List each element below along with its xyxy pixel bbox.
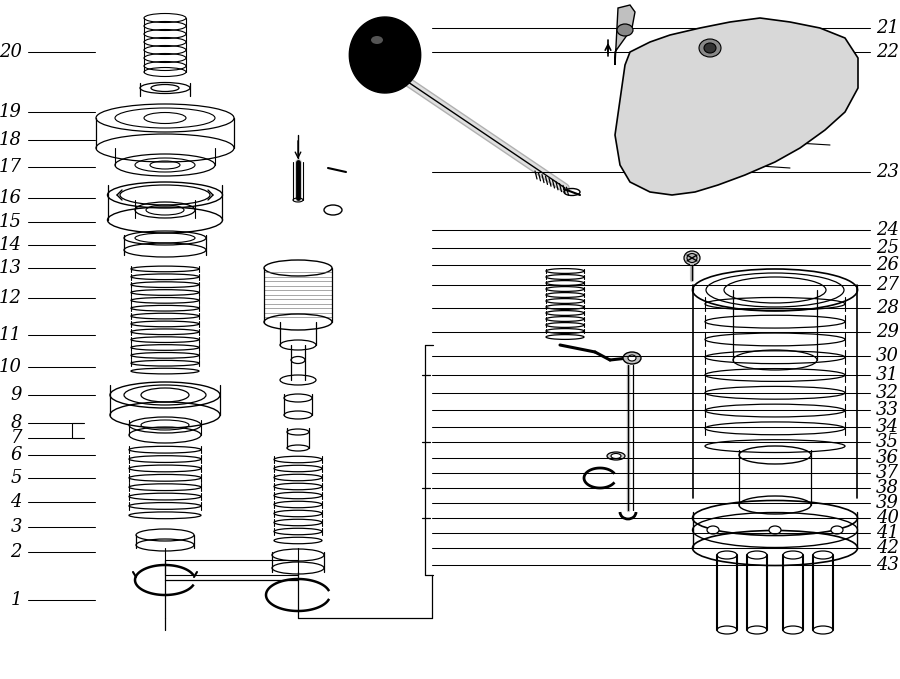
- Text: 42: 42: [876, 539, 899, 557]
- Text: 5: 5: [11, 469, 22, 487]
- Text: 32: 32: [876, 384, 899, 402]
- Ellipse shape: [684, 251, 700, 265]
- Text: 9: 9: [11, 386, 22, 404]
- Text: 40: 40: [876, 509, 899, 527]
- Text: 36: 36: [876, 449, 899, 467]
- Text: 34: 34: [876, 418, 899, 436]
- Text: 1: 1: [11, 591, 22, 609]
- Ellipse shape: [628, 355, 636, 361]
- Text: 43: 43: [876, 556, 899, 574]
- Text: 39: 39: [876, 494, 899, 512]
- Ellipse shape: [707, 526, 719, 534]
- Ellipse shape: [623, 352, 641, 364]
- Text: 25: 25: [876, 239, 899, 257]
- Text: 31: 31: [876, 366, 899, 384]
- Ellipse shape: [699, 39, 721, 57]
- Text: 38: 38: [876, 479, 899, 497]
- Ellipse shape: [831, 526, 843, 534]
- Text: 35: 35: [876, 433, 899, 451]
- Text: 23: 23: [876, 163, 899, 181]
- Text: 20: 20: [0, 43, 22, 61]
- Text: 3: 3: [11, 518, 22, 536]
- Text: 29: 29: [876, 323, 899, 341]
- Text: 33: 33: [876, 401, 899, 419]
- Text: 16: 16: [0, 189, 22, 207]
- Text: 7: 7: [11, 429, 22, 447]
- Text: 21: 21: [876, 19, 899, 37]
- Text: 6: 6: [11, 446, 22, 464]
- Ellipse shape: [607, 452, 625, 460]
- Text: 8: 8: [11, 414, 22, 432]
- Text: 18: 18: [0, 131, 22, 149]
- Text: 4: 4: [11, 493, 22, 511]
- Text: 19: 19: [0, 103, 22, 121]
- Text: 28: 28: [876, 299, 899, 317]
- Ellipse shape: [371, 36, 383, 44]
- Ellipse shape: [769, 526, 781, 534]
- Text: 30: 30: [876, 347, 899, 365]
- Ellipse shape: [611, 454, 621, 458]
- Text: 11: 11: [0, 326, 22, 344]
- Text: 26: 26: [876, 256, 899, 274]
- Text: 41: 41: [876, 524, 899, 542]
- Polygon shape: [615, 5, 635, 65]
- Text: 24: 24: [876, 221, 899, 239]
- Text: 13: 13: [0, 259, 22, 277]
- Text: 22: 22: [876, 43, 899, 61]
- Ellipse shape: [617, 24, 633, 36]
- Ellipse shape: [687, 253, 697, 263]
- Ellipse shape: [704, 43, 716, 53]
- Text: 37: 37: [876, 464, 899, 482]
- Polygon shape: [349, 17, 420, 93]
- Text: 10: 10: [0, 358, 22, 376]
- Polygon shape: [615, 18, 858, 195]
- Text: 12: 12: [0, 289, 22, 307]
- Text: 27: 27: [876, 276, 899, 294]
- Text: 15: 15: [0, 213, 22, 231]
- Text: 14: 14: [0, 236, 22, 254]
- Text: 2: 2: [11, 543, 22, 561]
- Text: 17: 17: [0, 158, 22, 176]
